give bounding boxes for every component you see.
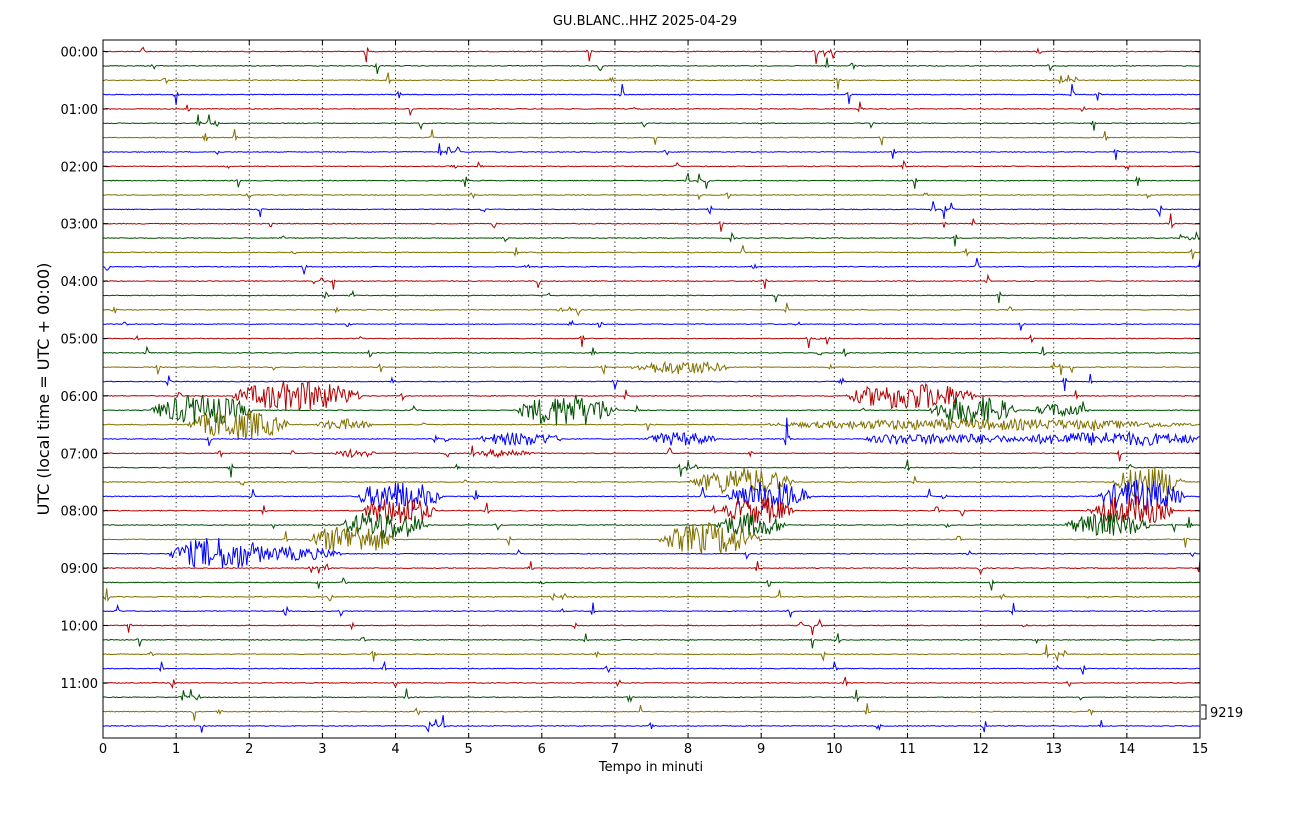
trace-line: [102, 257, 1201, 275]
trace-line: [102, 445, 1201, 462]
y-tick-label: 01:00: [61, 103, 98, 118]
x-tick-label: 1: [172, 742, 180, 757]
trace-line: [102, 201, 1201, 219]
x-tick-label: 11: [899, 742, 916, 757]
trace-line: [102, 334, 1201, 348]
trace-line: [102, 410, 1201, 441]
x-tick-label: 15: [1192, 742, 1209, 757]
y-tick-label: 10:00: [61, 620, 98, 635]
trace-line: [102, 558, 1201, 576]
x-axis-label: Tempo in minuti: [598, 760, 703, 775]
y-tick-label: 06:00: [61, 390, 98, 405]
y-tick-label: 08:00: [61, 505, 98, 520]
y-axis-label: UTC (local time = UTC + 00:00): [34, 263, 53, 516]
trace-line: [102, 360, 1201, 376]
trace-line: [103, 633, 1201, 649]
trace-line: [102, 417, 1201, 447]
trace-line: [102, 588, 1201, 603]
x-tick-label: 12: [972, 742, 989, 757]
trace-line: [103, 213, 1201, 232]
x-axis-ticks: 0 1 2 3 4 5 6 7 8 9 10 11 12 13 14 15: [99, 40, 1208, 757]
x-tick-label: 9: [757, 742, 765, 757]
y-tick-label: 05:00: [61, 333, 98, 348]
chart-title: GU.BLANC..HHZ 2025-04-29: [553, 14, 737, 29]
trace-line: [102, 394, 1201, 426]
trace-line: [102, 676, 1201, 690]
trace-line: [102, 114, 1201, 131]
y-tick-label: 11:00: [61, 677, 98, 692]
x-tick-label: 3: [318, 742, 326, 757]
trace-line: [102, 521, 1201, 554]
trace-line: [103, 72, 1201, 90]
y-tick-label: 03:00: [61, 218, 98, 233]
trace-line: [102, 602, 1200, 618]
x-tick-label: 0: [99, 742, 107, 757]
x-tick-label: 4: [391, 742, 399, 757]
y-tick-label: 04:00: [61, 275, 98, 290]
trace-line: [102, 345, 1201, 358]
trace-line: [102, 688, 1201, 704]
scale-bar: 9219: [1201, 704, 1243, 721]
trace-line: [102, 101, 1201, 116]
trace-line: [102, 289, 1201, 304]
trace-line: [102, 494, 1200, 525]
trace-line: [102, 319, 1201, 331]
y-tick-label: 02:00: [61, 160, 98, 175]
x-tick-label: 6: [538, 742, 546, 757]
x-tick-label: 2: [245, 742, 253, 757]
plot-frame: [102, 39, 1201, 739]
trace-line: [102, 83, 1201, 106]
trace-line: [102, 703, 1201, 721]
x-tick-label: 10: [826, 742, 843, 757]
trace-line: [102, 46, 1201, 64]
y-tick-label: 00:00: [61, 46, 98, 61]
y-tick-label: 09:00: [61, 562, 98, 577]
trace-line: [102, 172, 1201, 189]
x-tick-label: 7: [611, 742, 619, 757]
trace-line: [103, 373, 1201, 391]
trace-line: [102, 466, 1201, 498]
trace-line: [103, 644, 1201, 663]
trace-line: [102, 230, 1201, 247]
x-tick-label: 14: [1119, 742, 1136, 757]
trace-line: [102, 302, 1201, 317]
trace-line: [102, 143, 1201, 161]
trace-line: [102, 380, 1201, 411]
x-tick-label: 13: [1045, 742, 1062, 757]
x-tick-label: 5: [465, 742, 473, 757]
trace-line: [102, 577, 1201, 591]
trace-line: [102, 459, 1201, 478]
trace-line: [102, 715, 1201, 733]
trace-line: [102, 537, 1201, 568]
trace-line: [102, 273, 1201, 290]
trace-line: [102, 660, 1200, 675]
trace-line: [102, 618, 1201, 636]
trace-line: [102, 159, 1201, 171]
trace-line: [102, 479, 1200, 512]
trace-line: [102, 512, 1201, 539]
x-tick-label: 8: [684, 742, 692, 757]
y-tick-label: 07:00: [61, 447, 98, 462]
scale-bracket: [1201, 704, 1207, 720]
trace-line: [102, 192, 1201, 201]
scale-label: 9219: [1210, 706, 1243, 721]
trace-line: [102, 57, 1201, 75]
y-axis-ticks: 00:00 01:00 02:00 03:00 04:00 05:00 06:00 07:00…: [61, 46, 1200, 692]
trace-line: [102, 245, 1201, 260]
trace-group: [102, 46, 1201, 733]
trace-line: [102, 129, 1201, 146]
